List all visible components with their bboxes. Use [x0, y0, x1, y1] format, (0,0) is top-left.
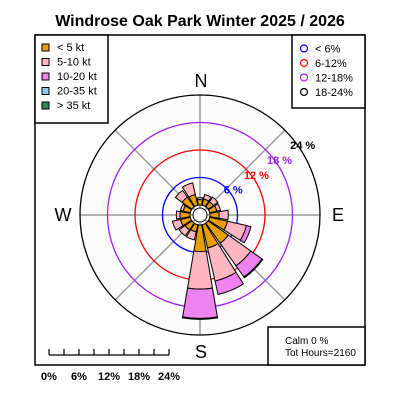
- ring-label-2: 12 %: [244, 170, 269, 182]
- ring-label-3: 18 %: [267, 155, 292, 167]
- scale-bar-label-3: 12%: [98, 371, 120, 383]
- speed-legend-swatch-3: [41, 72, 50, 81]
- scale-bar: 0% 6% 12% 18% 24%: [41, 349, 180, 383]
- petal-s-bin-3: [182, 287, 218, 319]
- ring-legend-marker-3: [299, 73, 309, 82]
- speed-legend-swatch-2: [41, 58, 50, 66]
- petal-e-bin-2: [218, 209, 229, 221]
- hours-text: Tot Hours=2160: [285, 348, 356, 359]
- petal-sse-bin-3: [214, 271, 245, 296]
- compass-n-label: N: [195, 71, 208, 91]
- petal-nne-bin-2: [203, 193, 212, 202]
- calm-text: Calm 0 %: [285, 336, 328, 347]
- speed-legend-swatch-4: [41, 87, 50, 95]
- ring-legend-label-3: 12-18%: [315, 73, 353, 85]
- petal-nw-bin-2: [174, 189, 189, 204]
- speed-legend-swatch-1: [41, 43, 50, 52]
- ring-label-1: 6 %: [224, 185, 243, 197]
- center-hub: [192, 207, 208, 223]
- petal-se-bin-4: [243, 258, 264, 279]
- petal-nnw-bin-2: [181, 182, 196, 198]
- calm-box-frame: [267, 326, 366, 366]
- petal-ese-bin-3: [239, 224, 252, 244]
- speed-legend-swatch-5: [41, 101, 50, 110]
- ring-label-layer: 6 %12 % 18 % 24 %: [224, 140, 316, 197]
- rose-layer: [171, 182, 264, 320]
- speed-legend-label-3: 10-20 kt: [57, 71, 97, 83]
- chart-title: Windrose Oak Park Winter 2025 / 2026: [55, 13, 345, 30]
- scale-bar-label-2: 6%: [71, 371, 87, 383]
- speed-legend-label-1: < 5 kt: [57, 42, 84, 54]
- ring-legend-marker-1: [299, 44, 309, 53]
- ring-legend: < 6% 6-12% 12-18% 18-24%: [291, 34, 366, 109]
- ring-legend-label-2: 6-12%: [315, 58, 347, 70]
- compass-s-label: S: [195, 342, 207, 362]
- compass-e-label: E: [332, 205, 344, 225]
- ring-label-4: 24 %: [290, 140, 315, 152]
- petal-wsw-bin-2: [171, 218, 184, 231]
- petal-wnw-bin-2: [179, 203, 187, 212]
- petal-ne-bin-2: [208, 196, 219, 207]
- scale-bar-label-4: 18%: [128, 371, 150, 383]
- petal-w-bin-2: [175, 210, 181, 220]
- petal-s-bin-4: [181, 316, 219, 320]
- ring-legend-marker-2: [299, 58, 309, 68]
- petal-n-bin-1: [196, 199, 204, 206]
- speed-legend-label-4: 20-35 kt: [57, 86, 97, 98]
- petal-ssw-bin-2: [185, 228, 197, 241]
- ring-legend-label-1: < 6%: [315, 44, 341, 56]
- speed-legend-label-2: 5-10 kt: [57, 57, 91, 69]
- ring-legend-marker-4: [299, 87, 309, 97]
- scale-bar-label-1: 0%: [41, 371, 57, 383]
- calm-info-box: Calm 0 % Tot Hours=2160: [267, 326, 366, 366]
- scale-bar-label-5: 24%: [158, 371, 180, 383]
- speed-legend: < 5 kt 5-10 kt 10-20 kt 20-35 kt > 35 kt: [34, 34, 109, 124]
- petal-sw-bin-2: [178, 224, 191, 237]
- plot-frame: [34, 34, 366, 366]
- petal-n-bin-2: [196, 197, 204, 201]
- speed-legend-label-5: > 35 kt: [57, 100, 90, 112]
- petal-ene-bin-2: [213, 203, 222, 212]
- ring-legend-label-4: 18-24%: [315, 87, 353, 99]
- grid-ring-4: [79, 94, 321, 336]
- compass-w-label: W: [55, 205, 72, 225]
